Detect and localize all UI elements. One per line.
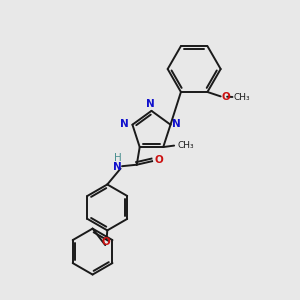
Text: N: N bbox=[146, 99, 154, 109]
Text: N: N bbox=[172, 119, 181, 129]
Text: O: O bbox=[222, 92, 230, 102]
Text: N: N bbox=[113, 162, 122, 172]
Text: CH₃: CH₃ bbox=[177, 141, 194, 150]
Text: H: H bbox=[114, 153, 122, 163]
Text: O: O bbox=[155, 155, 164, 165]
Text: CH₃: CH₃ bbox=[233, 93, 250, 102]
Text: N: N bbox=[120, 119, 129, 129]
Text: O: O bbox=[101, 237, 110, 247]
